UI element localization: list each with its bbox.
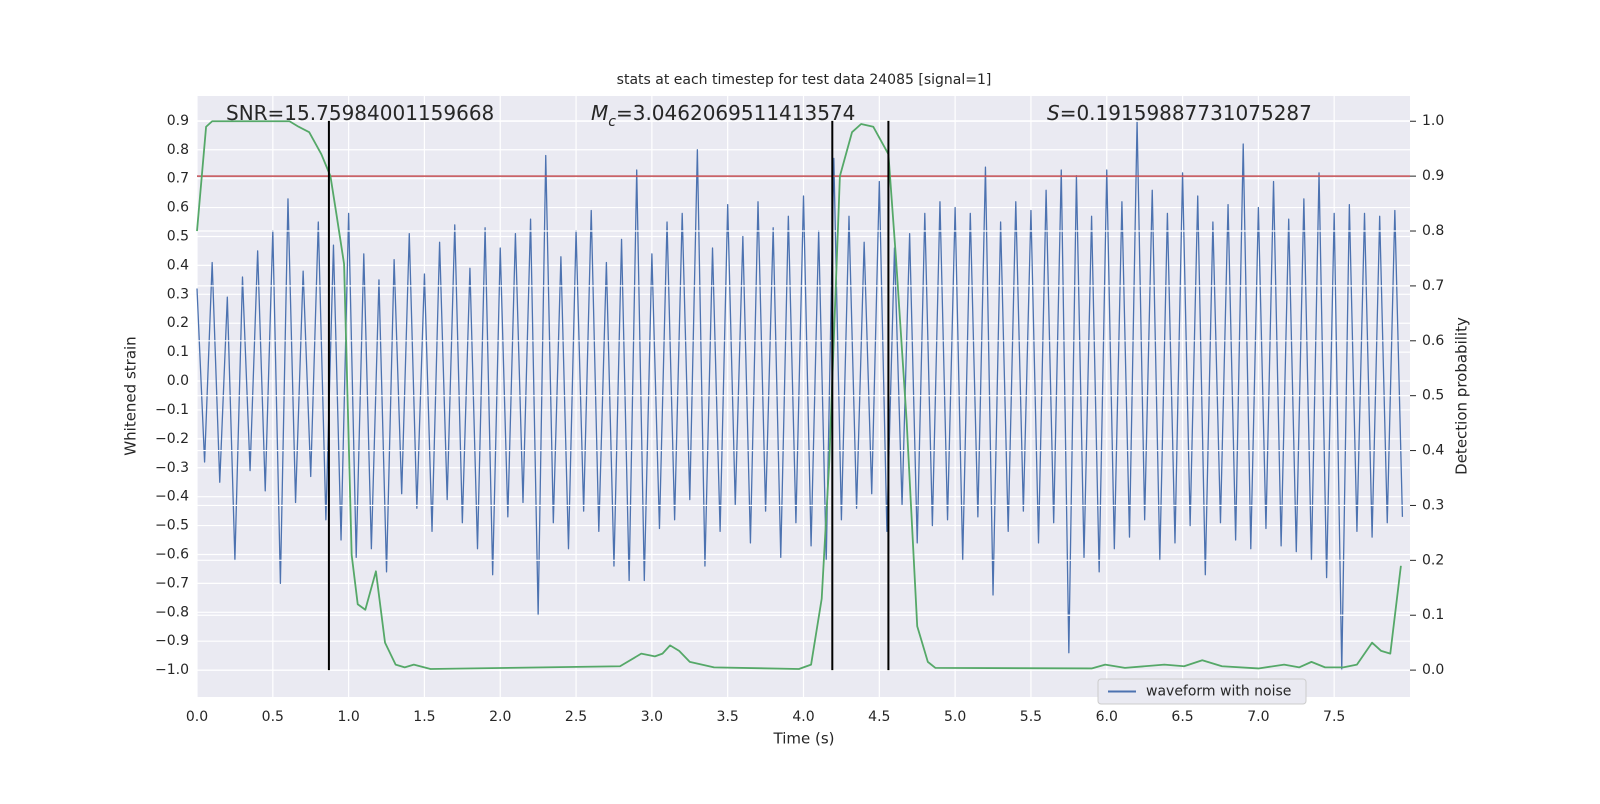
y2-tick-label: 1.0	[1422, 113, 1444, 129]
annotation-text: =3.0462069511413574	[616, 101, 855, 125]
y-tick-label: 0.8	[167, 142, 189, 158]
x-tick-label: 4.5	[868, 709, 890, 725]
x-tick-label: 6.0	[1096, 709, 1118, 725]
y-tick-label: 0.6	[167, 200, 189, 216]
y2-tick-label: 0.3	[1422, 497, 1444, 513]
x-tick-label: 1.5	[413, 709, 435, 725]
y2-tick-label: 0.8	[1422, 223, 1444, 239]
annotation: SNR=15.75984001159668	[226, 101, 494, 125]
waveform-line	[196, 120, 1404, 671]
x-tick-label: 0.5	[262, 709, 284, 725]
y2-tick-label: 0.2	[1422, 552, 1444, 568]
x-tick-label: 5.5	[1020, 709, 1042, 725]
y-tick-label: −0.9	[155, 633, 189, 649]
y-axis-label: Whitened strain	[122, 336, 140, 455]
x-tick-label: 7.5	[1323, 709, 1345, 725]
probability-line	[196, 120, 1402, 670]
x-tick-label: 2.5	[565, 709, 587, 725]
y-tick-label: −0.7	[155, 575, 189, 591]
y-tick-label: −0.1	[155, 402, 189, 418]
chart-title: stats at each timestep for test data 240…	[617, 72, 992, 88]
y2-tick-label: 0.6	[1422, 333, 1444, 349]
y-tick-label: 0.9	[167, 113, 189, 129]
x-tick-label: 4.0	[792, 709, 814, 725]
y2-tick-label: 0.4	[1422, 443, 1444, 459]
y-tick-label: −0.5	[155, 518, 189, 534]
y-tick-label: 0.1	[167, 344, 189, 360]
legend-label: waveform with noise	[1146, 684, 1291, 700]
y-tick-label: 0.5	[167, 228, 189, 244]
x-tick-label: 6.5	[1171, 709, 1193, 725]
x-axis-label: Time (s)	[773, 730, 835, 748]
x-tick-label: 2.0	[489, 709, 511, 725]
y-tick-label: 0.0	[167, 373, 189, 389]
x-tick-label: 7.0	[1247, 709, 1269, 725]
y-tick-label: −0.6	[155, 546, 189, 562]
y-tick-label: −0.3	[155, 460, 189, 476]
annotation: S=0.19159887731075287	[1047, 101, 1312, 125]
y2-tick-label: 0.0	[1422, 662, 1444, 678]
x-tick-label: 0.0	[186, 709, 208, 725]
x-tick-label: 1.0	[337, 709, 359, 725]
annotation-text: =0.19159887731075287	[1060, 101, 1312, 125]
y2-tick-label: 0.1	[1422, 607, 1444, 623]
annotation-subscript: c	[608, 114, 616, 130]
y-tick-label: −0.2	[155, 431, 189, 447]
annotation-symbol: S	[1047, 101, 1060, 125]
y-tick-label: 0.4	[167, 257, 189, 273]
y-tick-label: 0.3	[167, 286, 189, 302]
x-tick-label: 5.0	[944, 709, 966, 725]
y-tick-label: 0.7	[167, 171, 189, 187]
x-tick-label: 3.0	[641, 709, 663, 725]
y-tick-label: 0.2	[167, 315, 189, 331]
annotation: Mc=3.0462069511413574	[591, 101, 855, 131]
x-tick-label: 3.5	[717, 709, 739, 725]
y-tick-label: −0.4	[155, 489, 189, 505]
annotation-symbol: M	[591, 101, 608, 125]
y2-tick-label: 0.7	[1422, 278, 1444, 294]
legend-box	[1097, 678, 1307, 705]
annotation-text: SNR=15.75984001159668	[226, 101, 494, 125]
y-tick-label: −0.8	[155, 604, 189, 620]
y2-axis-label: Detection probability	[1453, 317, 1471, 475]
y2-tick-label: 0.9	[1422, 168, 1444, 184]
y-tick-label: −1.0	[155, 662, 189, 678]
y2-tick-label: 0.5	[1422, 388, 1444, 404]
